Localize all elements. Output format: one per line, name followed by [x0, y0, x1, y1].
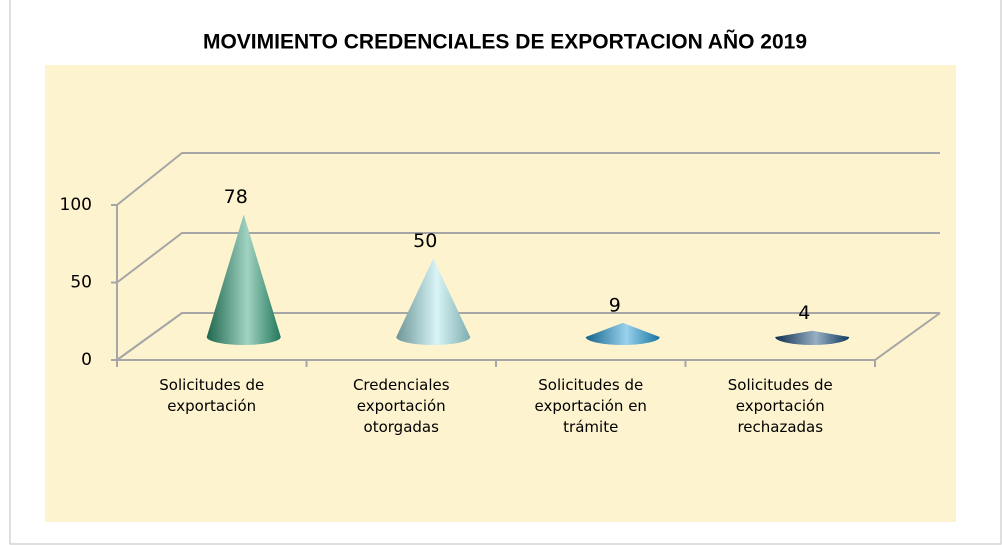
- value-label: 4: [798, 302, 810, 324]
- value-label: 9: [609, 294, 621, 316]
- y-tick-label: 0: [81, 350, 92, 370]
- cone: [775, 330, 850, 345]
- grid-line: [116, 152, 940, 206]
- x-tick-label: Solicitudes de exportación en trámite: [534, 376, 647, 436]
- x-tick-label: Credenciales exportación otorgadas: [352, 376, 450, 436]
- grid-line: [116, 312, 940, 361]
- value-label: 50: [413, 230, 437, 252]
- value-label: 78: [224, 186, 248, 208]
- y-tick-label: 50: [70, 273, 92, 293]
- x-tick-label: Solicitudes de exportación: [159, 376, 265, 415]
- grid-line: [116, 232, 940, 284]
- cone: [585, 322, 660, 345]
- cone: [206, 214, 281, 345]
- y-tick-label: 100: [60, 195, 92, 215]
- cone: [396, 258, 471, 345]
- x-tick-label: Solicitudes de exportación rechazadas: [727, 376, 833, 436]
- plot-area: [45, 65, 956, 522]
- chart-title: MOVIMIENTO CREDENCIALES DE EXPORTACION A…: [203, 31, 807, 54]
